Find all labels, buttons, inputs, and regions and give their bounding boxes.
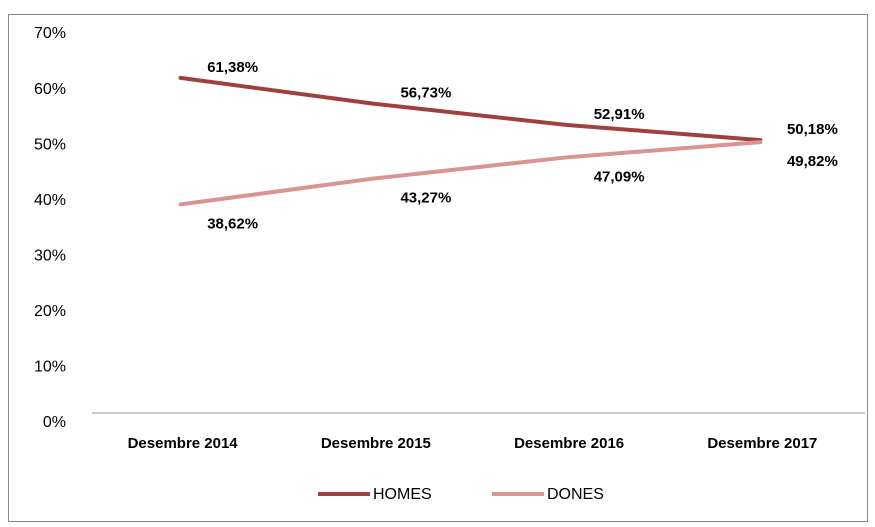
y-tick-label: 60% bbox=[34, 81, 66, 98]
y-tick-label: 70% bbox=[34, 25, 66, 42]
legend-label: HOMES bbox=[373, 486, 432, 503]
data-label: 50,18% bbox=[787, 121, 838, 138]
x-tick-label: Desembre 2014 bbox=[128, 435, 239, 452]
y-tick-label: 0% bbox=[43, 414, 66, 431]
series-line bbox=[178, 140, 763, 207]
data-label: 43,27% bbox=[400, 190, 451, 207]
data-label: 38,62% bbox=[207, 215, 258, 232]
y-tick-label: 30% bbox=[34, 248, 66, 265]
data-label: 56,73% bbox=[400, 85, 451, 102]
y-tick-label: 10% bbox=[34, 359, 66, 376]
y-tick-label: 40% bbox=[34, 192, 66, 209]
x-tick-label: Desembre 2016 bbox=[514, 435, 624, 452]
x-tick-label: Desembre 2017 bbox=[707, 435, 817, 452]
y-tick-label: 50% bbox=[34, 136, 66, 153]
data-label: 49,82% bbox=[787, 153, 838, 170]
legend-label: DONES bbox=[547, 486, 604, 503]
chart-border bbox=[8, 14, 868, 522]
x-tick-label: Desembre 2015 bbox=[321, 435, 431, 452]
data-label: 52,91% bbox=[594, 106, 645, 123]
data-label: 61,38% bbox=[207, 59, 258, 76]
data-label: 47,09% bbox=[594, 168, 645, 185]
series-line bbox=[178, 75, 763, 143]
y-tick-label: 20% bbox=[34, 303, 66, 320]
